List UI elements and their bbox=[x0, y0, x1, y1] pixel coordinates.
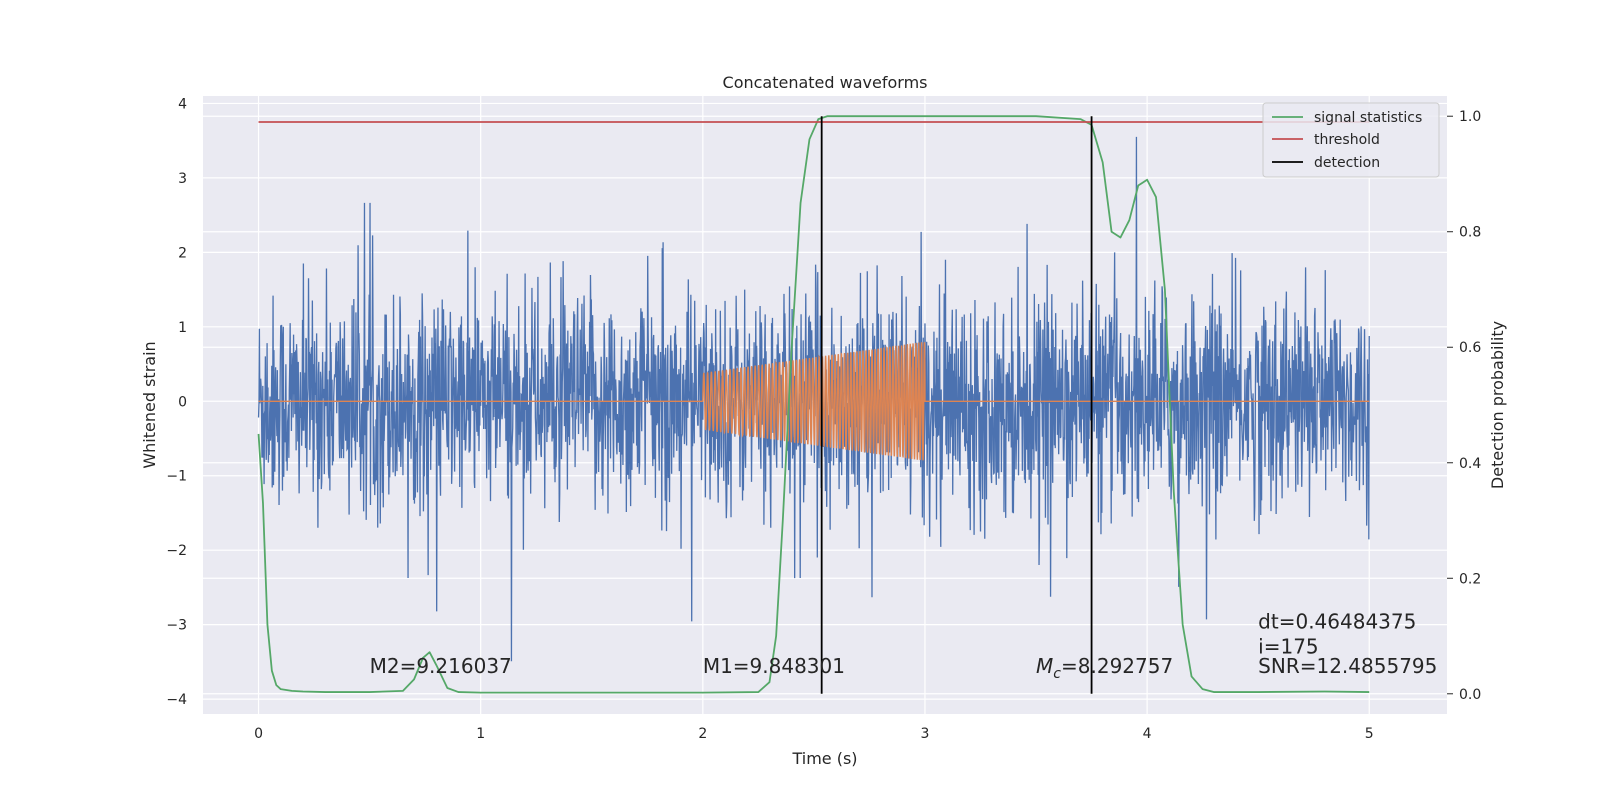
y-tick-label: −3 bbox=[166, 618, 187, 634]
y-tick-label: 2 bbox=[178, 245, 187, 261]
annotation-text: SNR=12.4855795 bbox=[1258, 654, 1437, 678]
signal-statistics-series bbox=[257, 115, 1370, 694]
y-tick-label: 0 bbox=[178, 394, 187, 410]
x-tick-label: 1 bbox=[476, 726, 485, 742]
x-tick-label: 0 bbox=[254, 726, 263, 742]
y2-tick-label: 0.4 bbox=[1459, 456, 1481, 472]
legend-box bbox=[1262, 102, 1440, 178]
y-axis-left: −4 −3 −2 −1 0 1 2 3 4 bbox=[166, 96, 187, 708]
signal-statistics-line bbox=[257, 115, 1370, 694]
legend-label-signal-statistics: signal statistics bbox=[1314, 110, 1422, 126]
template-series bbox=[258, 342, 1370, 461]
x-tick-label: 4 bbox=[1143, 726, 1152, 742]
y2-tick-label: 0.6 bbox=[1459, 340, 1481, 356]
chart-title: Concatenated waveforms bbox=[723, 73, 928, 92]
y2-tick-label: 0.2 bbox=[1459, 571, 1481, 587]
x-axis-label: Time (s) bbox=[791, 749, 857, 768]
annotation-text: M2=9.216037 bbox=[370, 654, 512, 678]
y-tick-label: −1 bbox=[166, 469, 187, 485]
annotation-text: dt=0.46484375 bbox=[1258, 609, 1416, 633]
y-axis-label: Whitened strain bbox=[140, 341, 159, 468]
y2-axis-label: Detection probability bbox=[1488, 321, 1507, 489]
y-tick-label: 1 bbox=[178, 320, 187, 336]
annotation-text: Mc=8.292757 bbox=[1036, 654, 1173, 682]
x-axis: 0 1 2 3 4 5 bbox=[254, 726, 1374, 742]
y2-tick-label: 0.8 bbox=[1459, 225, 1481, 241]
x-tick-label: 2 bbox=[698, 726, 707, 742]
y2-tick-label: 0.0 bbox=[1459, 687, 1481, 703]
y-tick-label: 3 bbox=[178, 171, 187, 187]
legend: signal statistics threshold detection bbox=[1262, 102, 1440, 178]
y2-tick-label: 1.0 bbox=[1459, 109, 1481, 125]
template-line bbox=[258, 342, 1370, 461]
y-axis-right: 0.0 0.2 0.4 0.6 0.8 1.0 bbox=[1447, 109, 1481, 703]
annotation-text: i=175 bbox=[1258, 635, 1319, 659]
detection-series bbox=[820, 116, 1093, 694]
annotations: M2=9.216037 M1=9.848301 Mc=8.292757 dt=0.46… bbox=[370, 609, 1438, 682]
legend-label-detection: detection bbox=[1314, 155, 1380, 171]
y-tick-label: −4 bbox=[166, 692, 187, 708]
legend-label-threshold: threshold bbox=[1314, 132, 1380, 148]
annotation-text: M1=9.848301 bbox=[703, 654, 845, 678]
y-tick-label: −2 bbox=[166, 543, 187, 559]
x-tick-label: 3 bbox=[921, 726, 930, 742]
x-tick-label: 5 bbox=[1365, 726, 1374, 742]
y-tick-label: 4 bbox=[178, 96, 187, 112]
